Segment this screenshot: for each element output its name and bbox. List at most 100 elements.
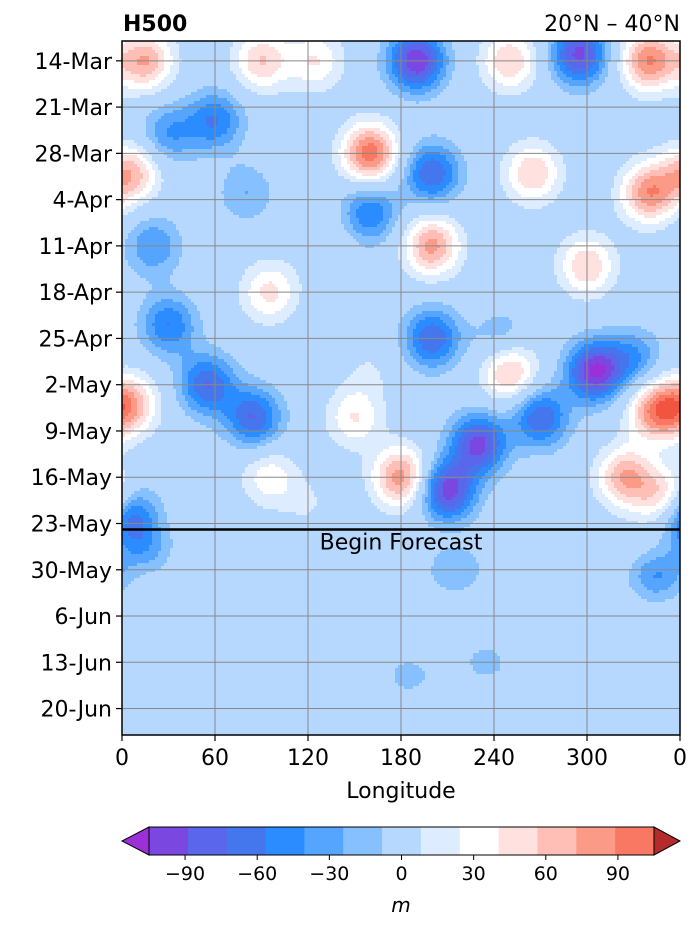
contour-cell [386, 416, 449, 419]
contour-cell [452, 413, 467, 416]
contour-cell [512, 395, 527, 398]
contour-cell [458, 146, 509, 149]
contour-cell [215, 125, 230, 128]
contour-cell [383, 461, 392, 464]
contour-cell [452, 437, 458, 440]
contour-cell [350, 206, 359, 209]
contour-cell [569, 416, 584, 419]
contour-cell [290, 263, 401, 266]
contour-cell [419, 371, 446, 374]
contour-cell [149, 422, 161, 425]
contour-cell [353, 131, 365, 134]
contour-cell [638, 194, 650, 197]
contour-cell [488, 413, 515, 416]
contour-cell [401, 137, 422, 140]
contour-cell [122, 110, 152, 113]
contour-cell [596, 455, 608, 458]
contour-cell [524, 185, 542, 188]
contour-cell [419, 170, 446, 173]
contour-cell [248, 266, 293, 269]
contour-cell [224, 200, 269, 203]
contour-cell [647, 56, 653, 59]
contour-cell [590, 485, 599, 488]
contour-cell [542, 206, 614, 209]
contour-cell [623, 410, 629, 413]
contour-cell [560, 425, 566, 428]
contour-cell [410, 467, 416, 470]
contour-cell [620, 419, 629, 422]
contour-cell [419, 320, 443, 323]
contour-cell [653, 395, 659, 398]
contour-cell [485, 437, 491, 440]
contour-cell [455, 431, 461, 434]
contour-cell [386, 404, 515, 407]
contour-cell [161, 497, 251, 500]
contour-cell [497, 482, 590, 485]
contour-cell [185, 395, 191, 398]
contour-cell [446, 455, 452, 458]
contour-cell [575, 359, 581, 362]
contour-cell [308, 56, 317, 59]
contour-cell [386, 425, 443, 428]
contour-cell [533, 410, 554, 413]
contour-cell [398, 332, 407, 335]
contour-cell [482, 491, 491, 494]
contour-cell [449, 350, 455, 353]
contour-cell [350, 146, 356, 149]
y-tick-label: 4-Apr [52, 189, 112, 214]
contour-cell [422, 233, 443, 236]
contour-cell [548, 140, 668, 143]
contour-cell [161, 143, 224, 146]
contour-cell [122, 419, 131, 422]
contour-cell [593, 65, 599, 68]
contour-cell [290, 290, 302, 293]
contour-cell [356, 215, 383, 218]
contour-cell [392, 173, 404, 176]
contour-cell [587, 386, 605, 389]
contour-cell [440, 551, 470, 554]
contour-cell [425, 326, 440, 329]
contour-cell [122, 446, 134, 449]
contour-cell [485, 458, 494, 461]
contour-cell [590, 467, 599, 470]
contour-cell [287, 77, 302, 80]
contour-cell [506, 473, 590, 476]
contour-cell [611, 47, 620, 50]
contour-cell [626, 377, 632, 380]
contour-cell [152, 521, 158, 524]
contour-cell [440, 470, 449, 473]
contour-cell [674, 398, 680, 401]
contour-cell [122, 230, 131, 233]
contour-cell [347, 212, 356, 215]
contour-cell [611, 239, 680, 242]
contour-cell [533, 83, 557, 86]
contour-cell [659, 542, 671, 545]
contour-cell [479, 479, 488, 482]
contour-cell [617, 464, 641, 467]
contour-cell [578, 365, 584, 368]
contour-cell [239, 389, 263, 392]
contour-cell [134, 140, 152, 143]
colorbar-bin [537, 827, 577, 855]
contour-cell [464, 317, 491, 320]
contour-cell [125, 545, 149, 548]
contour-cell [434, 80, 440, 83]
contour-cell [497, 452, 503, 455]
contour-cell [437, 230, 449, 233]
contour-cell [596, 287, 611, 290]
contour-cell [656, 518, 668, 521]
contour-cell [233, 368, 245, 371]
contour-cell [605, 482, 614, 485]
contour-cell [446, 194, 458, 197]
contour-cell [470, 323, 482, 326]
contour-cell [479, 497, 488, 500]
contour-cell [218, 365, 230, 368]
contour-cell [560, 422, 569, 425]
contour-cell [554, 410, 560, 413]
contour-cell [614, 482, 623, 485]
contour-cell [197, 401, 242, 404]
contour-cell [131, 71, 152, 74]
contour-cell [644, 419, 653, 422]
contour-cell [473, 554, 641, 557]
contour-cell [122, 314, 137, 317]
